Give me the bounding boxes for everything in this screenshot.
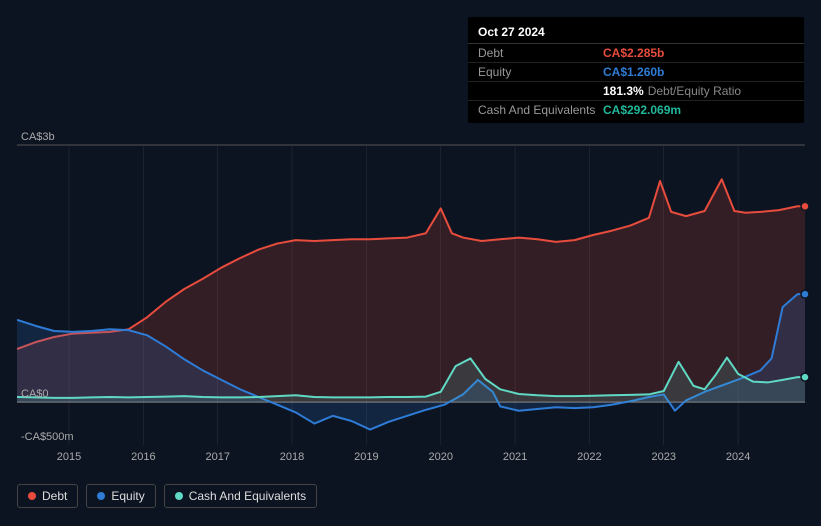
chart-legend: Debt Equity Cash And Equivalents (17, 484, 317, 508)
tooltip-row-label: Cash And Equivalents (478, 103, 603, 117)
tooltip-row-value: CA$2.285b (603, 46, 664, 60)
tooltip-row: Cash And EquivalentsCA$292.069m (468, 101, 804, 119)
tooltip-row: EquityCA$1.260b (468, 63, 804, 82)
x-axis-label: 2020 (428, 451, 452, 463)
y-axis-label: -CA$500m (21, 431, 74, 443)
end-marker-debt (801, 202, 809, 210)
x-axis-label: 2022 (577, 451, 601, 463)
legend-item-label: Debt (42, 489, 67, 503)
legend-dot-icon (28, 492, 36, 500)
x-axis-label: 2023 (652, 451, 676, 463)
x-axis-label: 2017 (205, 451, 229, 463)
legend-item-label: Cash And Equivalents (189, 489, 306, 503)
tooltip-row: 181.3% Debt/Equity Ratio (468, 82, 804, 101)
y-axis-label: CA$0 (21, 388, 49, 400)
chart-tooltip: Oct 27 2024DebtCA$2.285bEquityCA$1.260b1… (468, 17, 804, 123)
tooltip-row-value: CA$1.260b (603, 65, 664, 79)
legend-dot-icon (97, 492, 105, 500)
end-marker-cash-and-equivalents (801, 373, 809, 381)
tooltip-row-secondary: Debt/Equity Ratio (648, 84, 741, 98)
x-axis-label: 2021 (503, 451, 527, 463)
tooltip-row-value: 181.3% (603, 84, 644, 98)
x-axis-label: 2015 (57, 451, 81, 463)
y-axis-label: CA$3b (21, 131, 55, 143)
legend-item-debt[interactable]: Debt (17, 484, 78, 508)
legend-item-cash-and-equivalents[interactable]: Cash And Equivalents (164, 484, 317, 508)
legend-item-equity[interactable]: Equity (86, 484, 155, 508)
tooltip-row-value: CA$292.069m (603, 103, 681, 117)
tooltip-row-label (478, 84, 603, 98)
tooltip-title: Oct 27 2024 (468, 23, 804, 44)
legend-item-label: Equity (111, 489, 144, 503)
x-axis-label: 2019 (354, 451, 378, 463)
tooltip-row-label: Debt (478, 46, 603, 60)
tooltip-row: DebtCA$2.285b (468, 44, 804, 63)
tooltip-row-label: Equity (478, 65, 603, 79)
x-axis-label: 2018 (280, 451, 304, 463)
end-marker-equity (801, 290, 809, 298)
legend-dot-icon (175, 492, 183, 500)
x-axis-label: 2024 (726, 451, 750, 463)
x-axis-label: 2016 (131, 451, 155, 463)
